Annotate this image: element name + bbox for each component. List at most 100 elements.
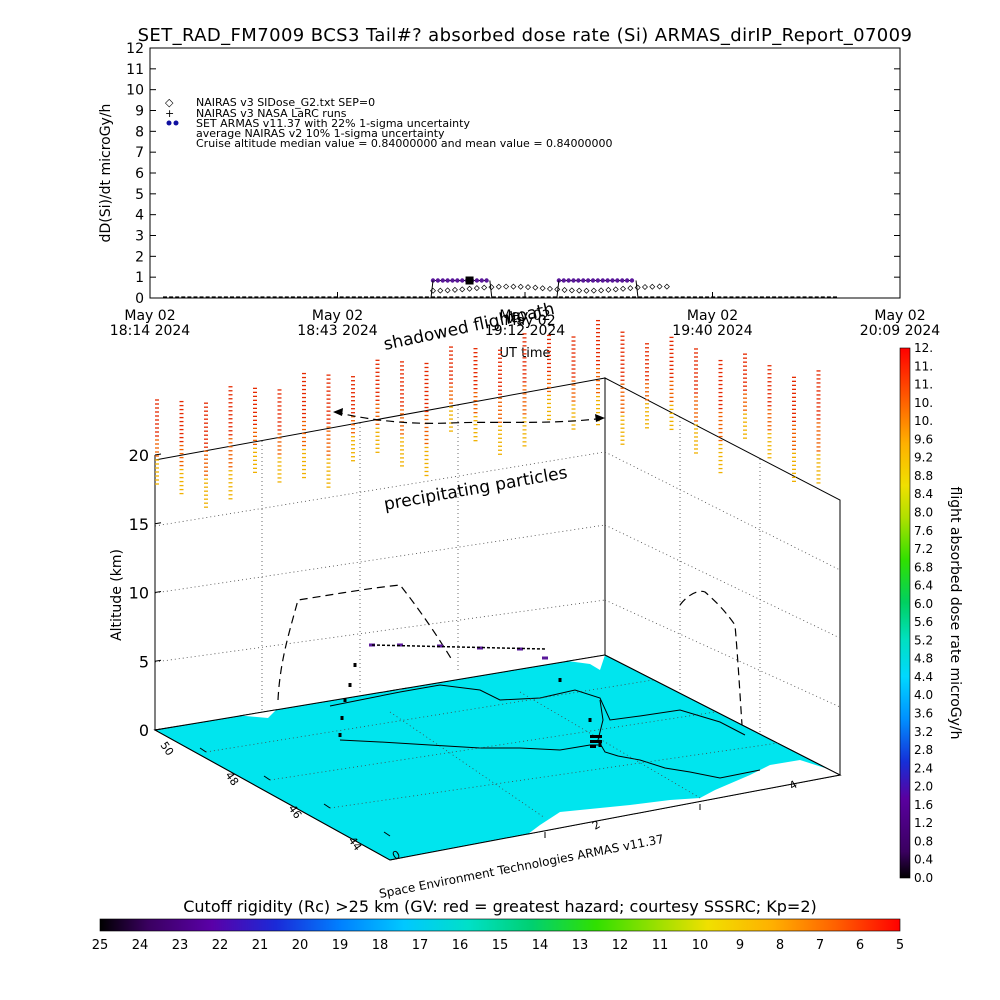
legend-entry-4: Cruise altitude median value = 0.8400000… [196, 137, 613, 150]
armas-point [605, 278, 610, 283]
rigidity-tick-label: 8 [776, 938, 784, 953]
track-airport-point [590, 745, 593, 748]
rigidity-tick-label: 11 [652, 938, 669, 953]
armas-point [435, 278, 441, 283]
altitude-tick-label: 20 [129, 446, 149, 465]
dose-tick-label: 7.2 [914, 542, 933, 556]
armas-point [585, 278, 591, 283]
top-x-tick-time: 19:12 2024 [485, 323, 566, 339]
flightpath-arrow-left [333, 408, 343, 416]
track-airport-point [599, 735, 602, 738]
armas-point [581, 278, 586, 283]
nairas-diamond [590, 287, 597, 294]
top-x-tick-time: 19:40 2024 [672, 323, 753, 339]
nairas-diamond [430, 287, 436, 294]
armas-point [576, 278, 581, 283]
nairas-diamond [466, 285, 473, 292]
armas-point [450, 278, 455, 283]
nairas-diamond [576, 287, 583, 294]
top-y-axis-label: dD(Si)/dt microGy/h [98, 104, 114, 243]
altitude-tick [154, 453, 162, 456]
map-floor-frame [153, 654, 842, 861]
armas-point [566, 278, 571, 283]
altitude-tick-label: 5 [139, 652, 149, 671]
dose-tick-label: 4.0 [914, 688, 933, 702]
armas-point [629, 278, 635, 283]
armas-point [440, 278, 445, 283]
nairas-diamond [605, 286, 612, 293]
nairas-diamond [444, 287, 451, 294]
nairas-diamond [459, 286, 466, 293]
top-plot-frame [149, 47, 901, 299]
nairas-diamond [525, 284, 532, 291]
dose-tick-label: 0.4 [914, 853, 933, 867]
dose-tick-label: 6.4 [914, 579, 933, 593]
dose-tick-label: 5.2 [914, 633, 933, 647]
nairas-diamond [495, 283, 502, 290]
dose-tick-label: 2.0 [914, 780, 933, 794]
armas-average-marker [465, 276, 474, 285]
dose-tick-label: 8.0 [914, 505, 933, 519]
track-point [343, 698, 347, 702]
armas-point [479, 278, 484, 283]
track-airport-point [599, 740, 602, 743]
top-annotation-date: May 02 [504, 313, 555, 329]
altitude-tick [154, 659, 162, 662]
dose-colorbar: 0.0 0.4 0.8 1.2 1.6 2.0 2.4 2.8 3.2 3.6 4.0 4.4 4.8 5… [899, 341, 963, 885]
top-y-tick-label: 9 [135, 104, 144, 120]
top-legend: ◇ NAIRAS v3 SIDose_G2.txt SEP=0 + NAIRAS… [165, 96, 613, 150]
top-x-tick-time: 18:43 2024 [297, 323, 378, 339]
dose-colorbar-ramp [899, 347, 911, 879]
top-x-tick-time: 20:09 2024 [860, 323, 941, 339]
nairas-diamond [510, 283, 517, 290]
armas-point [561, 278, 566, 283]
rigidity-tick-label: 15 [492, 938, 509, 953]
track-point [340, 716, 344, 720]
floor-axis-ticks [199, 747, 701, 838]
top-y-tick-label: 0 [135, 291, 144, 307]
top-y-tick-label: 3 [135, 229, 144, 245]
track-point [338, 733, 342, 737]
legend-marker-diamond: ◇ [165, 96, 174, 109]
track-point [353, 663, 357, 667]
flightpath-arrow-right [595, 414, 605, 422]
altitude-tick [154, 522, 162, 525]
map-floor-ocean [153, 654, 842, 861]
track-point [348, 683, 352, 687]
armas-point [595, 278, 601, 283]
rigidity-tick-label: 22 [212, 938, 229, 953]
top-y-tick-label: 7 [135, 145, 144, 161]
altitude-tick-label: 10 [129, 584, 149, 603]
track-point [588, 718, 592, 722]
armas-point [600, 278, 605, 283]
rigidity-tick-label: 19 [332, 938, 349, 953]
dose-tick-label: 1.6 [914, 798, 933, 812]
legend-entry-0: NAIRAS v3 SIDose_G2.txt SEP=0 [196, 96, 375, 109]
track-airport-point [590, 735, 593, 738]
top-y-tick-label: 10 [126, 83, 144, 99]
top-x-tick-time: 18:14 2024 [110, 323, 191, 339]
armas-ramp [430, 280, 434, 299]
dose-tick-label: 3.6 [914, 707, 933, 721]
nairas-diamond [561, 286, 568, 293]
top-y-tick-label: 2 [135, 249, 144, 265]
nairas-diamond [532, 284, 539, 291]
nairas-diamond [663, 283, 670, 290]
top-x-tick-date: May 02 [312, 308, 363, 324]
armas-ramp [635, 280, 639, 299]
track-cruise-segment [371, 644, 546, 650]
dose-colorbar-ticks: 0.0 0.4 0.8 1.2 1.6 2.0 2.4 2.8 3.2 3.6 4.0 4.4 4.8 5… [914, 341, 933, 885]
wall-gridlines [154, 405, 841, 740]
nairas-diamond [583, 287, 590, 294]
dose-tick-label: 1.2 [914, 816, 933, 830]
armas-point [624, 278, 630, 283]
dose-tick-label: 4.8 [914, 652, 933, 666]
nairas-diamond [641, 284, 648, 291]
nairas-diamond [627, 285, 634, 292]
armas-point [445, 278, 450, 283]
track-airport-point [593, 740, 596, 743]
armas-point [460, 278, 465, 283]
